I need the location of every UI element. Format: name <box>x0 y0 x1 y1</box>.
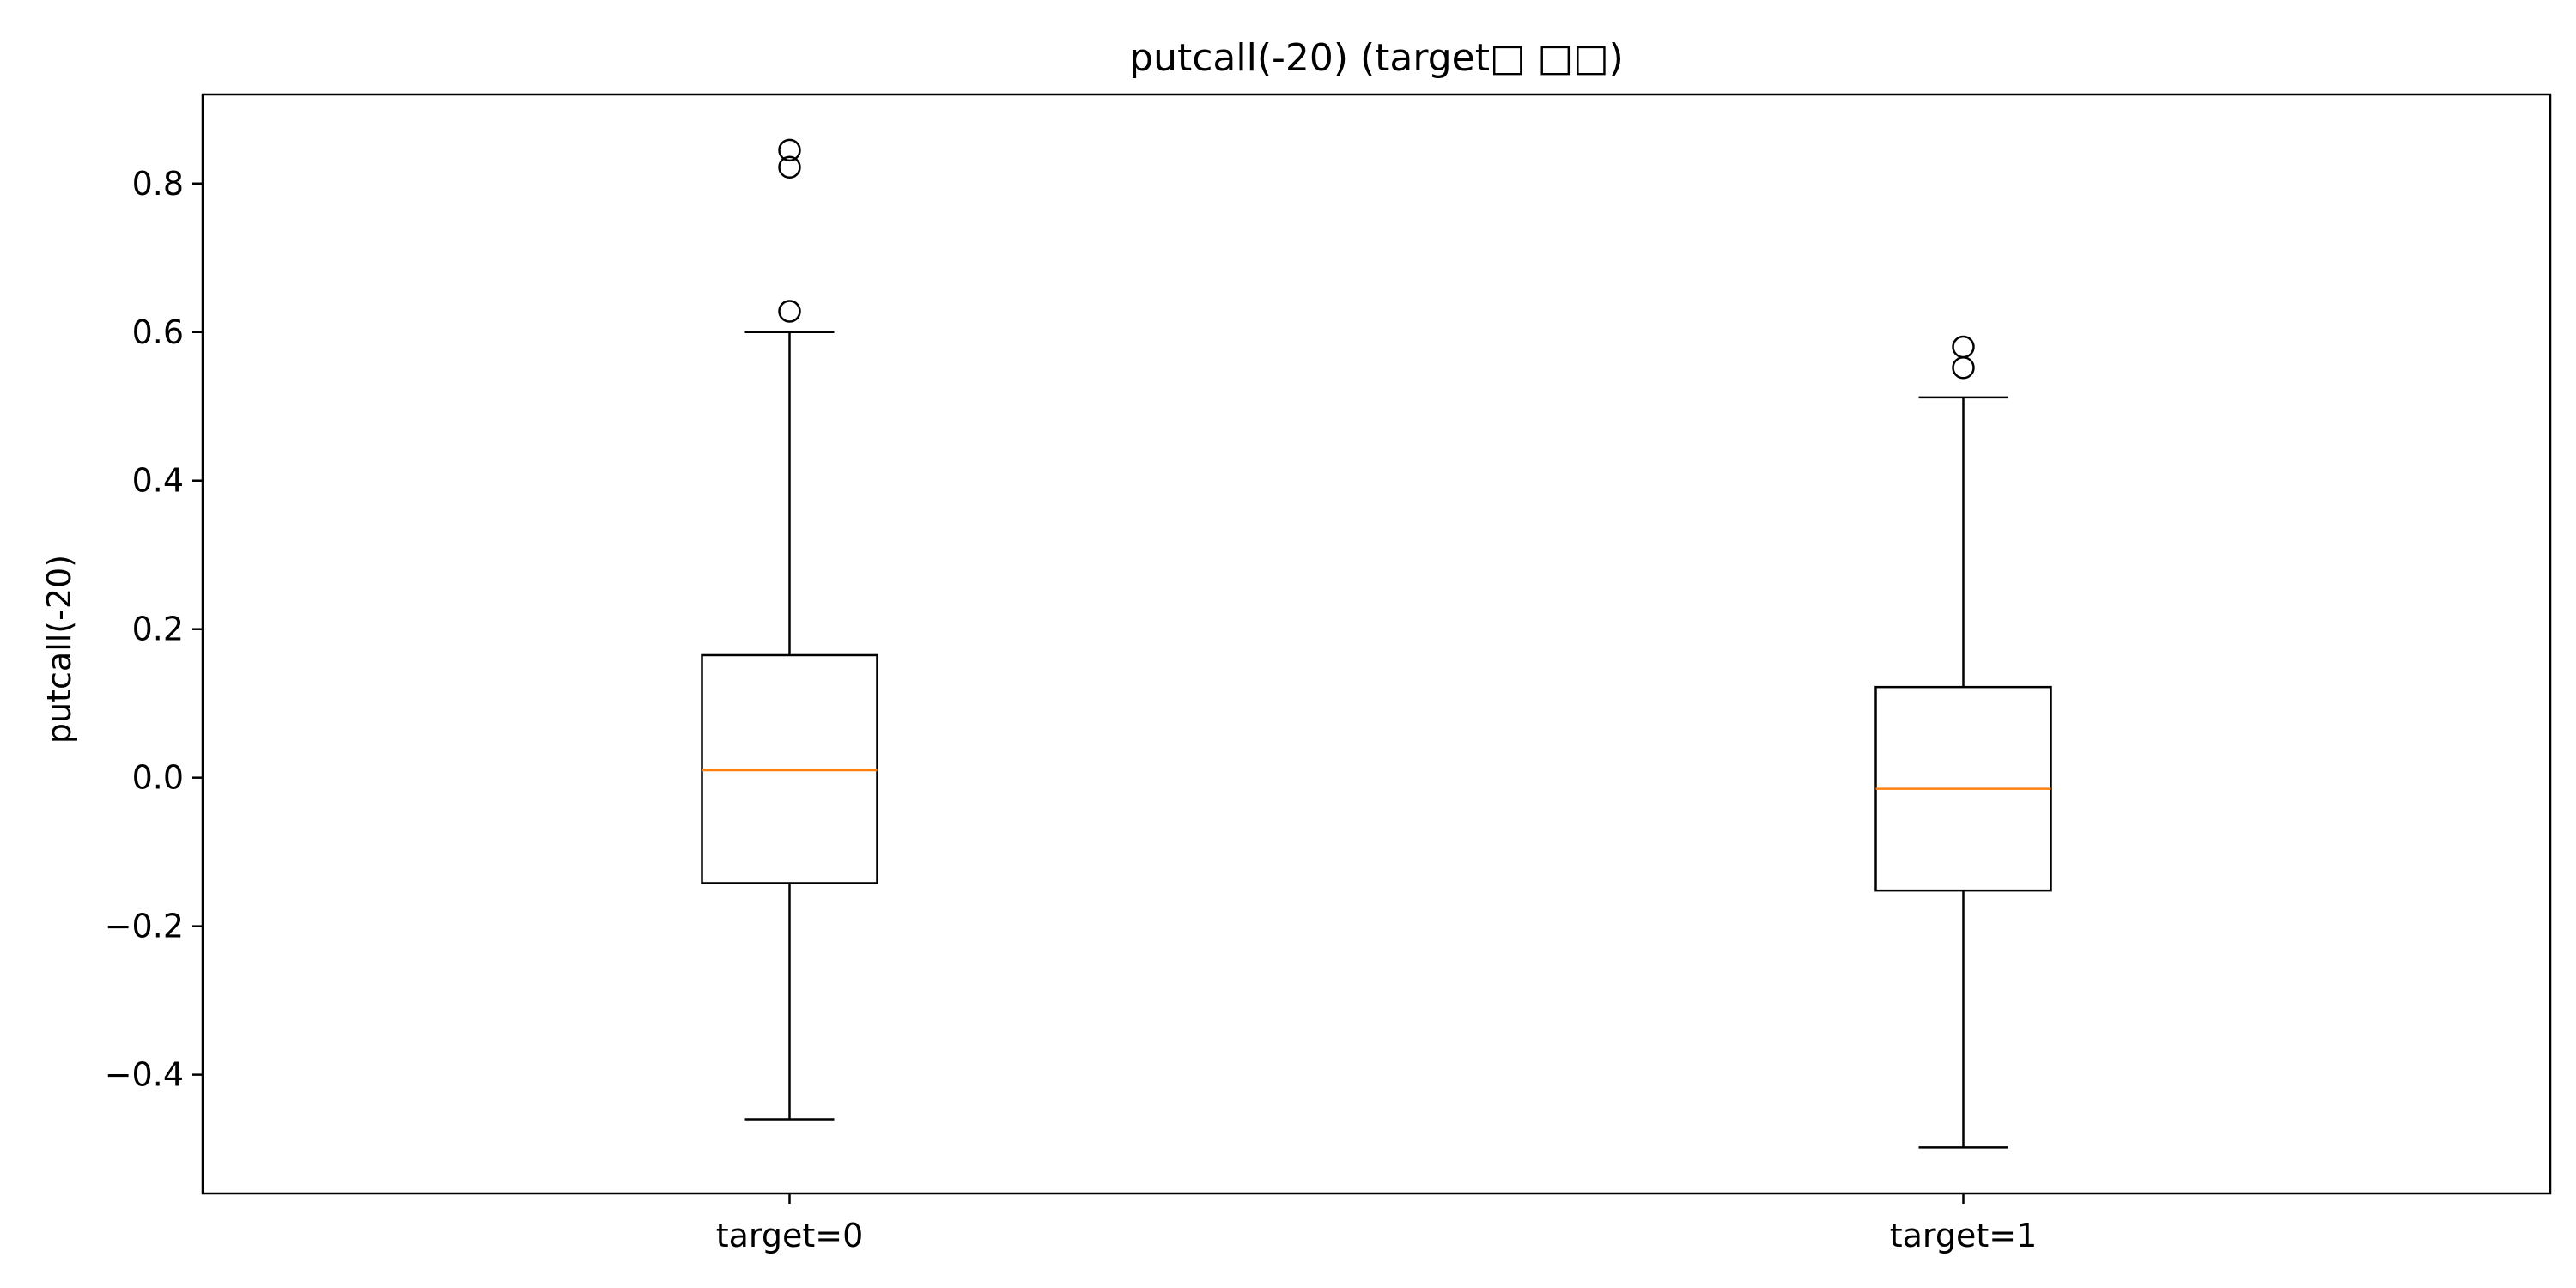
box-group-target=0 <box>701 138 878 1121</box>
y-tick-label: −0.2 <box>105 908 184 945</box>
y-tick-label: 0.2 <box>132 611 184 648</box>
x-tick-label: target=0 <box>716 1217 864 1255</box>
box-group-target=1 <box>1874 335 2052 1149</box>
y-tick-label: 0.6 <box>132 313 184 351</box>
outlier-point <box>1952 356 1975 380</box>
box-iqr <box>701 653 878 884</box>
y-tick-label: 0.8 <box>132 165 184 203</box>
outlier-point <box>778 138 801 162</box>
y-tick-label: 0.0 <box>132 759 184 797</box>
x-tick-label: target=1 <box>1890 1217 2038 1255</box>
plot-frame <box>201 93 2552 1195</box>
y-axis-label: putcall(-20) <box>40 555 78 744</box>
chart-title: putcall(-20) (target□ □□) <box>1129 36 1624 80</box>
y-tick-label: −0.4 <box>105 1056 184 1094</box>
outlier-point <box>778 300 801 323</box>
y-tick-label: 0.4 <box>132 462 184 500</box>
plot-area <box>701 138 2052 1149</box>
outlier-point <box>778 155 801 179</box>
